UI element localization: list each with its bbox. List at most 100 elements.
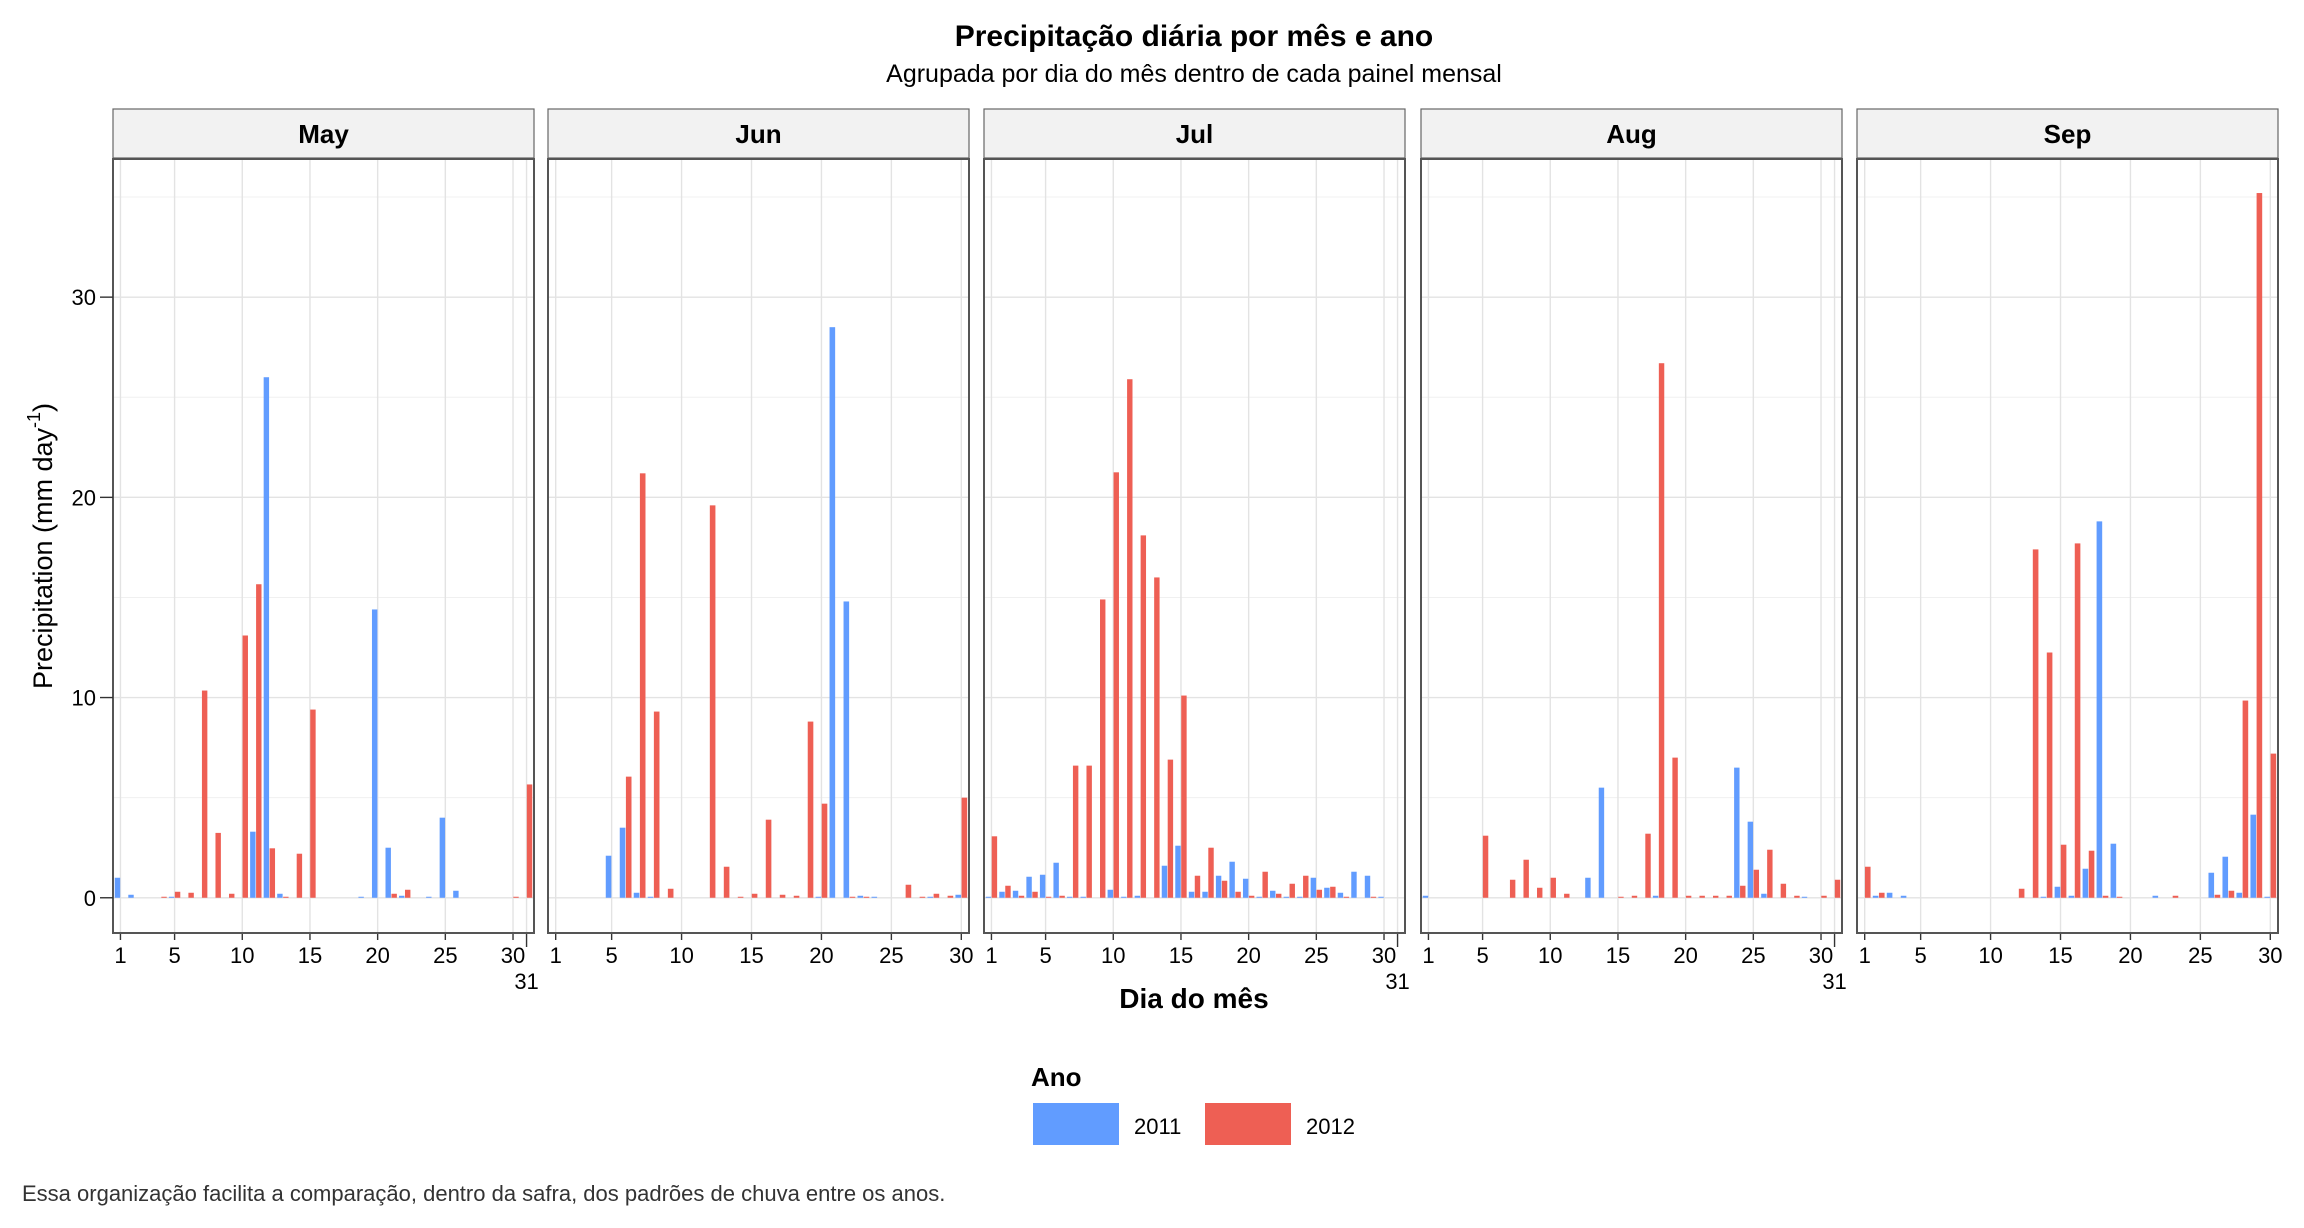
panel-background — [1857, 159, 2278, 933]
bar-may-2012-day8 — [215, 832, 221, 898]
x-tick-label: 20 — [1673, 943, 1697, 968]
bar-may-2011-day22 — [399, 895, 405, 898]
bar-aug-2012-day16 — [1631, 895, 1638, 898]
bar-jul-2011-day14 — [1161, 865, 1168, 898]
bar-aug-2012-day20 — [1685, 895, 1692, 898]
chart-title: Precipitação diária por mês e ano — [955, 20, 1434, 53]
panel-border — [1856, 158, 2279, 934]
x-axis-title: Dia do mês — [1119, 983, 1268, 1014]
bar-jun-2011-day21 — [829, 327, 836, 898]
bar-sep-2012-day1 — [1864, 866, 1871, 898]
bar-jul-2012-day12 — [1140, 535, 1147, 898]
bar-jul-2011-day11 — [1121, 896, 1127, 898]
bar-aug-2012-day5 — [1482, 835, 1489, 898]
panel-background — [984, 159, 1405, 933]
x-tick-label: 15 — [1606, 943, 1630, 968]
bar-may-2012-day7 — [201, 690, 208, 898]
bar-aug-2012-day28 — [1794, 895, 1800, 898]
bar-may-2012-day15 — [310, 709, 316, 898]
bar-may-2012-day22 — [404, 889, 411, 898]
y-tick-label: 20 — [72, 485, 96, 510]
x-tick-label: 25 — [879, 943, 903, 968]
bar-jun-2012-day15 — [751, 893, 758, 898]
x-tick-label: 20 — [809, 943, 833, 968]
bar-jun-2011-day7 — [633, 892, 640, 898]
bar-sep-2012-day19 — [2116, 896, 2123, 898]
bar-aug-2012-day15 — [1618, 896, 1624, 898]
bar-jun-2011-day30 — [955, 894, 962, 898]
bar-aug-2012-day8 — [1523, 859, 1529, 898]
legend: Ano 2011 2012 — [1031, 1062, 1355, 1145]
bar-jul-2011-day21 — [1256, 896, 1262, 898]
facet-strip — [983, 108, 1406, 159]
bar-jul-2012-day27 — [1343, 896, 1350, 898]
facet-strip-label: Jul — [1176, 119, 1214, 149]
panel-border — [1420, 158, 1843, 934]
bar-aug-2011-day25 — [1747, 821, 1754, 898]
x-tick-label: 25 — [1741, 943, 1765, 968]
bar-sep-2012-day30 — [2270, 753, 2277, 898]
bar-jul-2011-day10 — [1107, 889, 1114, 898]
bar-may-2012-day10 — [242, 635, 248, 898]
bar-may-2011-day5 — [168, 896, 175, 898]
bar-jul-2011-day22 — [1270, 890, 1276, 898]
x-tick-label: 25 — [433, 943, 457, 968]
bar-jun-2011-day28 — [927, 896, 934, 898]
bar-sep-2012-day2 — [1878, 892, 1885, 898]
panel-background — [113, 159, 534, 933]
x-tick-label: 15 — [2048, 943, 2072, 968]
bar-jul-2012-day29 — [1370, 896, 1377, 898]
bar-jun-2011-day24 — [871, 896, 878, 898]
bar-jul-2012-day15 — [1181, 695, 1187, 898]
bar-sep-2011-day18 — [2096, 521, 2103, 898]
bar-jul-2011-day24 — [1297, 896, 1303, 898]
bar-jul-2011-day12 — [1134, 895, 1141, 898]
bar-aug-2012-day26 — [1767, 849, 1773, 898]
bar-aug-2012-day10 — [1550, 877, 1556, 898]
bar-aug-2012-day19 — [1672, 757, 1678, 898]
chart-caption: Essa organização facilita a comparação, … — [22, 1181, 945, 1206]
bar-jul-2011-day15 — [1175, 845, 1181, 898]
bar-may-2011-day1 — [114, 877, 121, 898]
bar-may-2011-day2 — [128, 894, 134, 898]
legend-label-2011: 2011 — [1134, 1114, 1181, 1139]
bar-jun-2012-day6 — [625, 776, 632, 898]
bar-may-2011-day24 — [426, 896, 432, 898]
bar-jun-2012-day20 — [821, 803, 828, 898]
bar-jul-2012-day2 — [1005, 885, 1011, 898]
facet-strip-label: May — [298, 119, 349, 149]
bar-jun-2012-day12 — [709, 505, 716, 898]
bar-may-2011-day12 — [263, 377, 270, 898]
bar-jul-2011-day6 — [1053, 862, 1059, 898]
bar-sep-2012-day29 — [2256, 193, 2263, 898]
bar-sep-2011-day3 — [1886, 892, 1893, 898]
bar-sep-2011-day27 — [2222, 856, 2229, 898]
bar-may-2011-day25 — [439, 817, 446, 898]
bar-jul-2012-day10 — [1113, 472, 1119, 898]
bar-aug-2012-day24 — [1740, 885, 1746, 898]
bar-jul-2012-day23 — [1289, 883, 1295, 898]
bar-jun-2012-day18 — [793, 895, 800, 898]
x-tick-label: 30 — [1372, 943, 1396, 968]
x-tick-label: 31 — [1822, 969, 1846, 994]
bar-sep-2011-day19 — [2110, 843, 2117, 898]
bar-jul-2012-day3 — [1018, 895, 1025, 898]
bar-sep-2012-day23 — [2172, 895, 2179, 898]
bar-jul-2011-day26 — [1324, 887, 1330, 898]
bar-sep-2011-day16 — [2068, 895, 2075, 898]
bar-sep-2012-day12 — [2018, 888, 2025, 898]
bar-jul-2012-day25 — [1316, 889, 1323, 898]
x-tick-label: 30 — [2258, 943, 2282, 968]
bar-jul-2012-day11 — [1127, 379, 1133, 898]
bar-jun-2012-day29 — [947, 895, 954, 898]
bar-jun-2011-day5 — [605, 855, 612, 898]
bar-aug-2012-day23 — [1726, 895, 1732, 898]
panel-border — [112, 158, 535, 934]
x-tick-label: 5 — [1476, 943, 1488, 968]
bar-jul-2011-day3 — [1012, 890, 1019, 898]
bar-jul-2011-day5 — [1039, 874, 1046, 898]
bar-jul-2012-day20 — [1248, 895, 1255, 898]
